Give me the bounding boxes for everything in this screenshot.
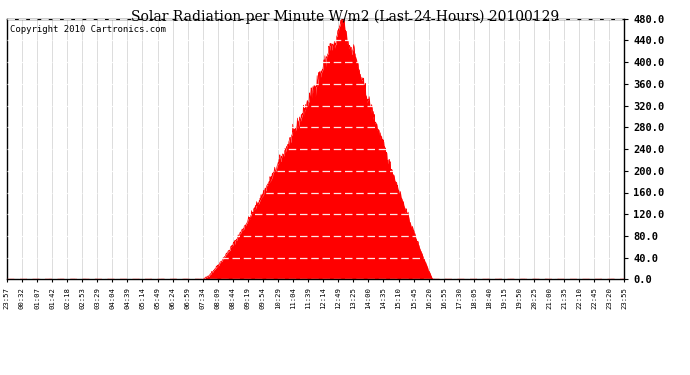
- Text: Copyright 2010 Cartronics.com: Copyright 2010 Cartronics.com: [10, 25, 166, 34]
- Text: Solar Radiation per Minute W/m2 (Last 24 Hours) 20100129: Solar Radiation per Minute W/m2 (Last 24…: [131, 9, 559, 24]
